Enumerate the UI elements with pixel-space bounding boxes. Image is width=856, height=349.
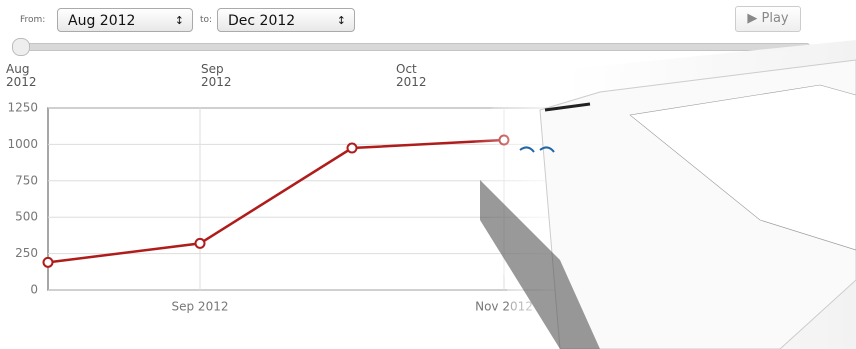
play-button[interactable]: ▶ Play bbox=[735, 6, 801, 32]
to-select[interactable]: Dec 2012 bbox=[217, 8, 355, 33]
play-label: Play bbox=[761, 11, 789, 26]
paper-photo bbox=[470, 40, 856, 349]
y-tick-label: 1000 bbox=[7, 137, 38, 151]
slider-label: Aug 2012 bbox=[6, 62, 37, 89]
slider-label: Oct 2012 bbox=[396, 62, 427, 89]
y-tick-label: 750 bbox=[15, 173, 38, 187]
data-point bbox=[194, 237, 206, 249]
to-label: to: bbox=[200, 15, 213, 25]
slider-handle[interactable] bbox=[12, 38, 30, 56]
y-tick-label: 500 bbox=[15, 210, 38, 224]
from-select[interactable]: Aug 2012 bbox=[57, 8, 193, 33]
y-tick-label: 250 bbox=[15, 246, 38, 260]
data-point bbox=[346, 142, 358, 154]
x-tick-label: Sep 2012 bbox=[172, 300, 229, 314]
data-line bbox=[47, 138, 505, 264]
slider-label: Sep 2012 bbox=[201, 62, 232, 89]
from-label: From: bbox=[20, 15, 46, 25]
y-tick-label: 1250 bbox=[7, 101, 38, 115]
y-tick-label: 0 bbox=[30, 283, 38, 297]
data-point bbox=[42, 256, 54, 268]
